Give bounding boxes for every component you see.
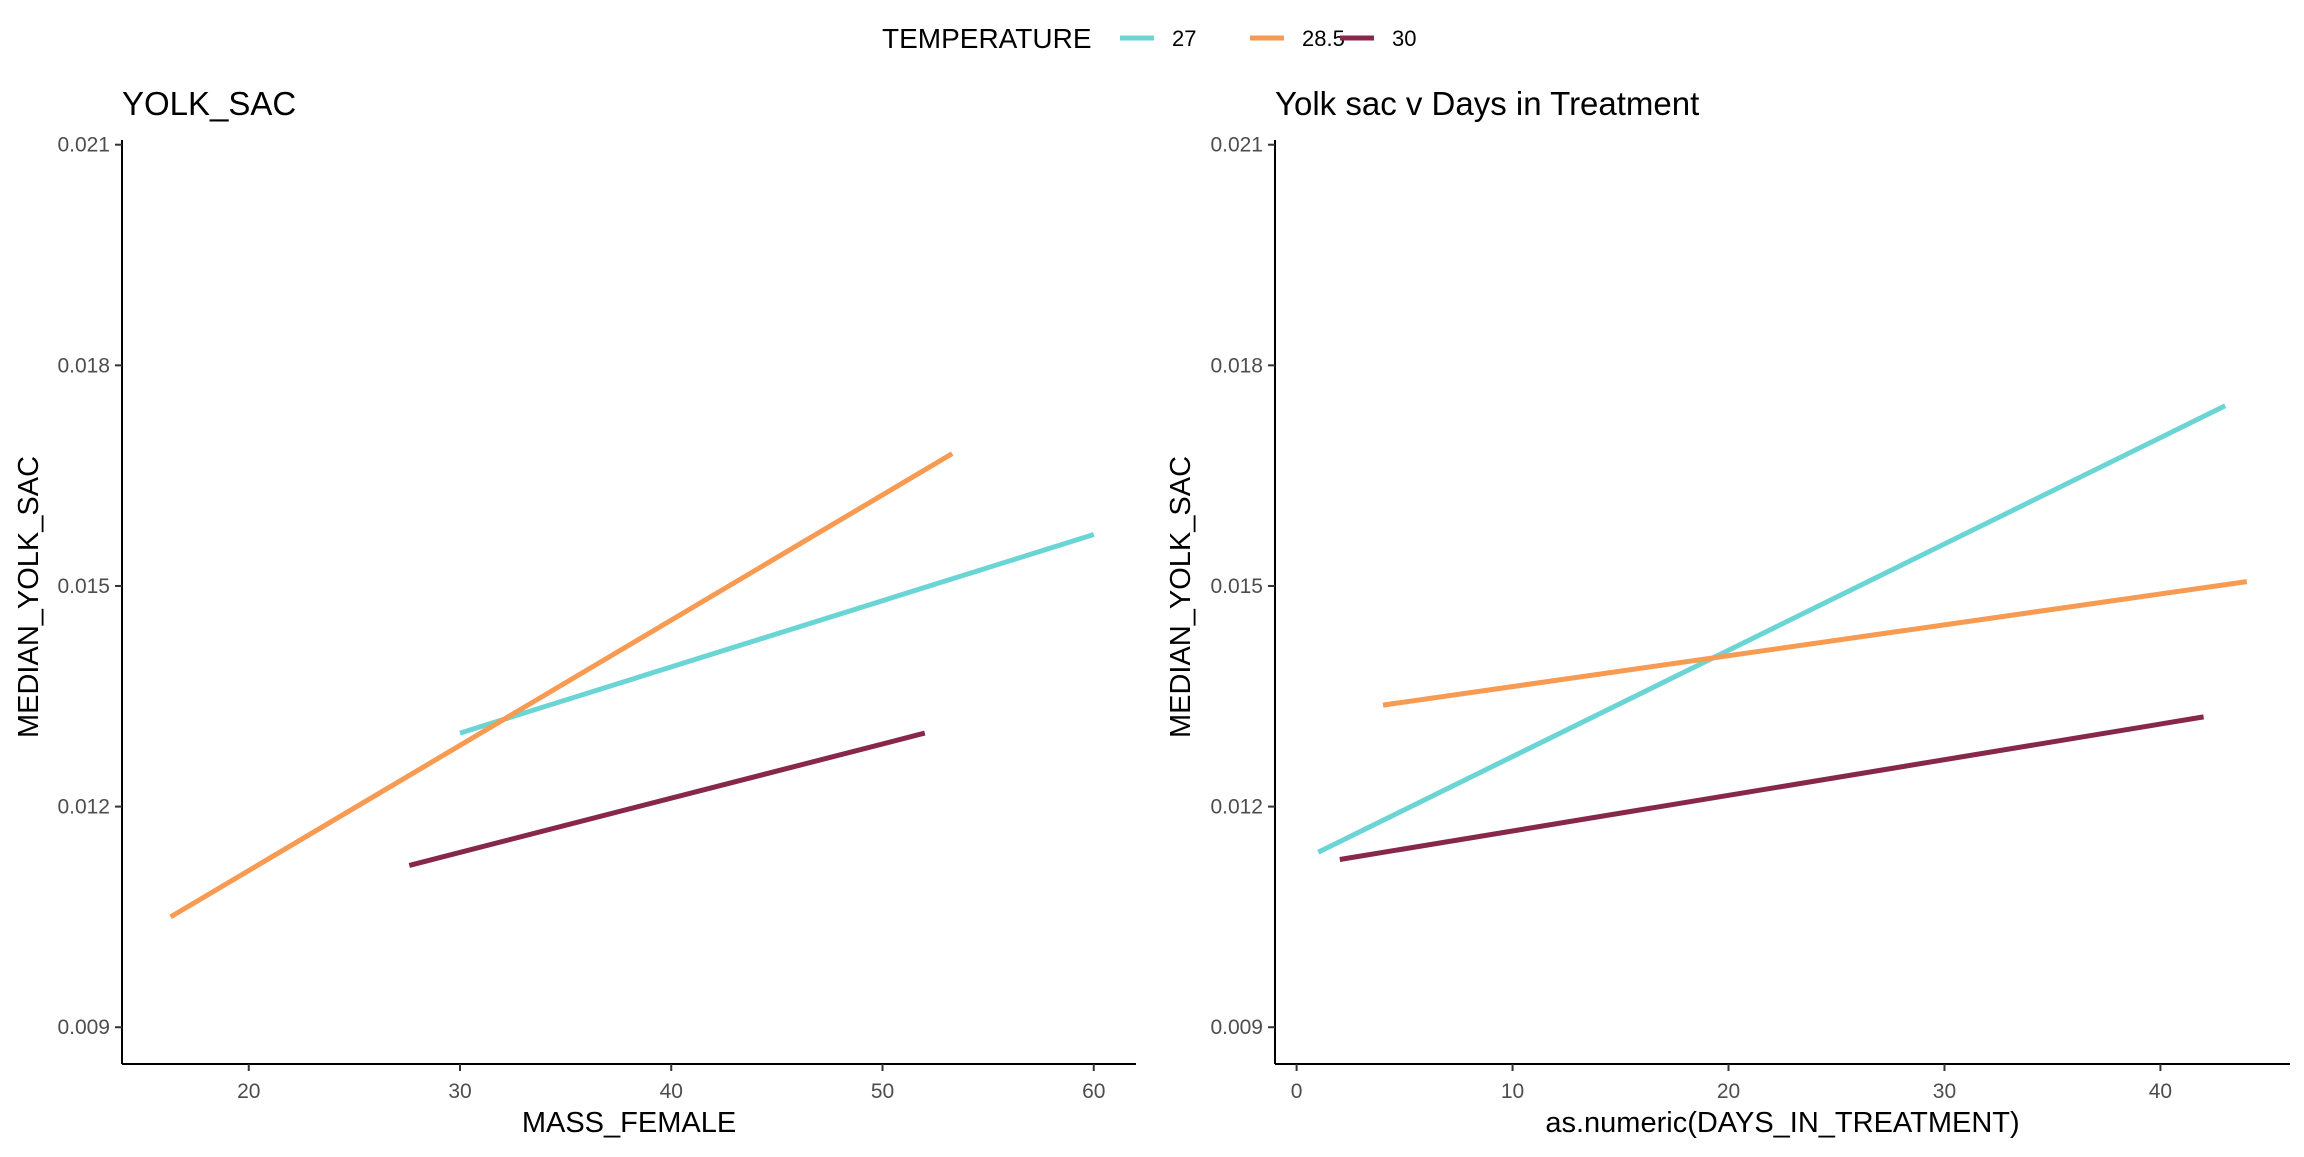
chart-panel-2: Yolk sac v Days in Treatment 0.009 0.012 0.… (1165, 85, 2290, 1139)
legend-label-27: 27 (1172, 26, 1196, 51)
y-tick-label: 0.012 (1210, 796, 1263, 819)
legend-items: 27 28.5 30 (1120, 26, 1416, 51)
legend-title: TEMPERATURE (882, 23, 1092, 54)
chart-panels: YOLK_SAC 0.009 0.012 0.015 0.018 0.021 20 30 40 5… (13, 85, 2290, 1139)
series-line-27 (1317, 403, 2227, 855)
y-tick-label: 0.009 (57, 1016, 110, 1039)
legend-label-30: 30 (1392, 26, 1416, 51)
x-tick-label: 20 (1717, 1080, 1740, 1103)
chart-panel-1: YOLK_SAC 0.009 0.012 0.015 0.018 0.021 20 30 40 5… (13, 85, 1136, 1139)
y-tick-label: 0.021 (1210, 134, 1263, 157)
x-tick-label: 40 (2149, 1080, 2172, 1103)
x-axis-title: as.numeric(DAYS_IN_TREATMENT) (1545, 1107, 2019, 1139)
x-tick-label: 10 (1501, 1080, 1524, 1103)
y-axis-title: MEDIAN_YOLK_SAC (13, 456, 45, 738)
series-line-28.5 (1382, 579, 2248, 708)
y-tick-label: 0.009 (1210, 1016, 1263, 1039)
legend: TEMPERATURE 27 28.5 30 (882, 23, 1416, 54)
x-tick-label: 30 (1933, 1080, 1956, 1103)
x-tick-label: 0 (1291, 1080, 1303, 1103)
series-line-30 (1339, 714, 2205, 862)
series-line-28.5 (169, 451, 954, 920)
y-axis-title: MEDIAN_YOLK_SAC (1165, 456, 1197, 738)
legend-item-30: 30 (1340, 26, 1416, 51)
x-tick-label: 40 (660, 1080, 683, 1103)
y-tick-label: 0.018 (57, 354, 110, 377)
legend-label-28.5: 28.5 (1302, 26, 1345, 51)
y-tick-label: 0.018 (1210, 354, 1263, 377)
x-tick-label: 50 (871, 1080, 894, 1103)
chart-title: YOLK_SAC (122, 85, 296, 122)
y-tick-label: 0.021 (57, 134, 110, 157)
chart-title: Yolk sac v Days in Treatment (1275, 85, 1699, 122)
series-line-27 (459, 532, 1095, 736)
y-tick-label: 0.015 (1210, 575, 1263, 598)
y-tick-label: 0.012 (57, 796, 110, 819)
y-tick-label: 0.015 (57, 575, 110, 598)
x-tick-label: 60 (1082, 1080, 1105, 1103)
legend-item-28.5: 28.5 (1250, 26, 1345, 51)
x-tick-label: 20 (237, 1080, 260, 1103)
x-axis-title: MASS_FEMALE (522, 1107, 736, 1139)
legend-item-27: 27 (1120, 26, 1196, 51)
x-tick-label: 30 (448, 1080, 471, 1103)
series-line-30 (408, 730, 926, 868)
